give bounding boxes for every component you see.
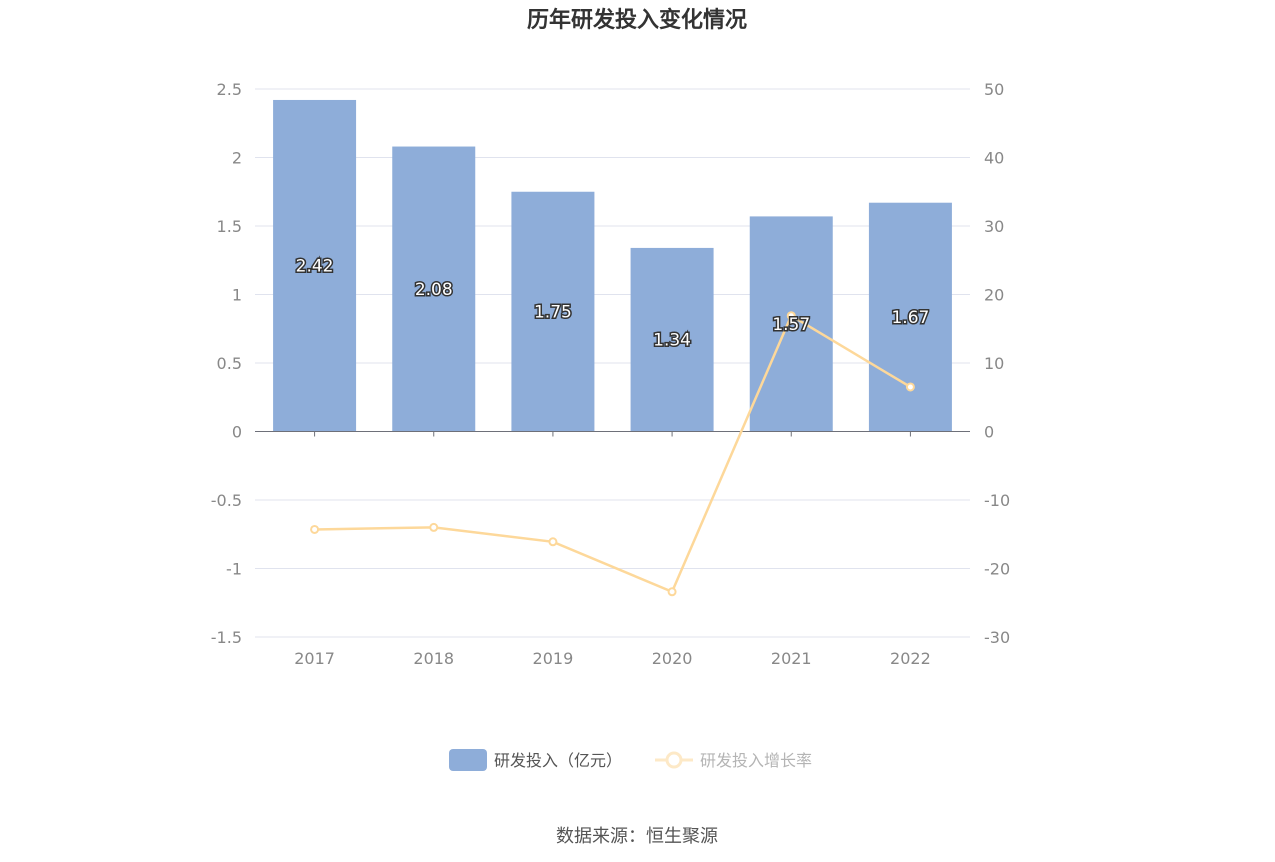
y-left-tick-label: -1.5 (211, 628, 242, 647)
y-right-tick-label: 50 (984, 80, 1004, 99)
legend-line-marker (665, 751, 683, 769)
bar (630, 247, 714, 432)
x-tick-label: 2021 (771, 649, 812, 668)
growth-rate-point (786, 311, 796, 321)
legend: 研发投入（亿元） 研发投入增长率 (449, 749, 812, 771)
y-left-tick-label: 0.5 (217, 354, 242, 373)
x-tick-label: 2019 (533, 649, 574, 668)
bar-value-label: 2.42 (296, 257, 334, 277)
bar-value-label: 1.67 (891, 308, 929, 328)
growth-rate-point (548, 537, 558, 547)
bar (868, 202, 952, 432)
x-tick-label: 2017 (294, 649, 335, 668)
chart-title: 历年研发投入变化情况 (527, 7, 747, 33)
legend-item-bar[interactable]: 研发投入（亿元） (449, 749, 622, 771)
x-tick-label: 2020 (652, 649, 693, 668)
y-left-tick-label: -0.5 (211, 491, 242, 510)
y-right-tick-label: -20 (984, 560, 1010, 579)
growth-rate-point (310, 524, 320, 534)
legend-item-line[interactable]: 研发投入增长率 (655, 751, 812, 770)
growth-rate-point (905, 382, 915, 392)
y-left-tick-label: 2.5 (217, 80, 242, 99)
y-right-tick-label: 10 (984, 354, 1004, 373)
y-right-tick-label: 40 (984, 149, 1004, 168)
y-left-tick-label: 2 (232, 149, 242, 168)
growth-rate-line (314, 313, 912, 594)
bar (273, 99, 357, 432)
y-left-tick-label: 1 (232, 286, 242, 305)
x-tick-label: 2018 (413, 649, 454, 668)
growth-rate-point (429, 522, 439, 532)
legend-bar-label: 研发投入（亿元） (494, 751, 622, 770)
y-right-tick-label: -30 (984, 628, 1010, 647)
bar (749, 216, 833, 432)
legend-bar-swatch (449, 749, 487, 771)
legend-line-label: 研发投入增长率 (700, 751, 812, 770)
growth-rate-point (667, 587, 677, 597)
bar-value-label: 1.34 (653, 331, 691, 351)
bar-value-label: 2.08 (415, 280, 453, 300)
bar-value-label: 1.75 (534, 303, 572, 323)
y-left-tick-label: -1 (226, 560, 242, 579)
bar-value-label: 1.57 (772, 315, 810, 335)
y-right-tick-label: -10 (984, 491, 1010, 510)
bar (392, 146, 476, 432)
y-right-tick-label: 30 (984, 217, 1004, 236)
y-left-tick-label: 1.5 (217, 217, 242, 236)
y-right-tick-label: 0 (984, 423, 994, 442)
y-right-tick-label: 20 (984, 286, 1004, 305)
source-note: 数据来源：恒生聚源 (556, 826, 718, 847)
bar (511, 191, 595, 432)
x-tick-label: 2022 (890, 649, 931, 668)
y-left-tick-label: 0 (232, 423, 242, 442)
